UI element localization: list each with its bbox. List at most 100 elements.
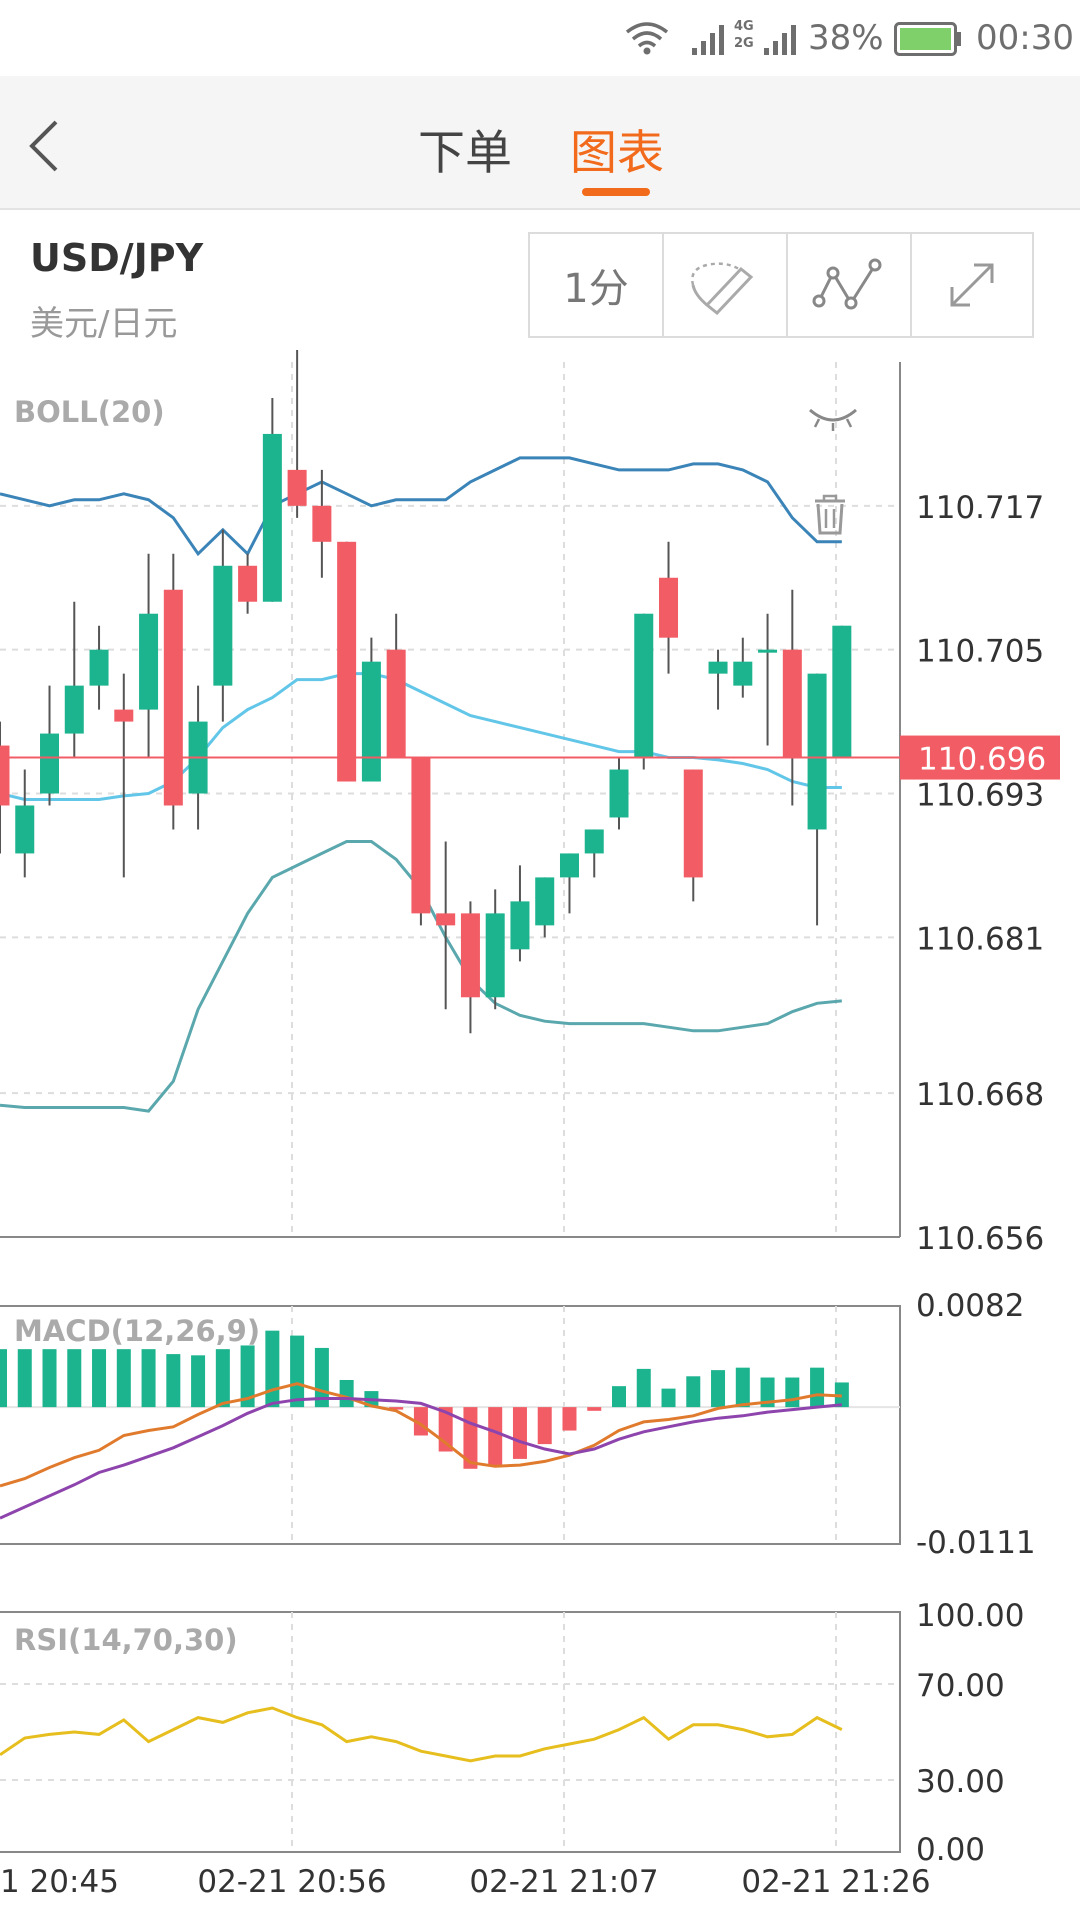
candle (40, 685, 60, 806)
macd-histogram-bar (290, 1335, 305, 1408)
candle-body (609, 769, 629, 818)
nav-bar: 下单 图表 (0, 76, 1080, 210)
signal-secondary-icon (764, 25, 796, 55)
candle (114, 673, 134, 878)
x-axis-time-label: 1 20:45 (0, 1864, 119, 1900)
candle-body (287, 469, 307, 506)
macd-histogram-bar (166, 1354, 181, 1408)
candle (361, 637, 381, 782)
candle (634, 613, 654, 770)
interval-label: 1分 (563, 266, 629, 312)
macd-dea-line (0, 1397, 842, 1520)
macd-histogram-bar (42, 1349, 57, 1408)
candle-body (139, 613, 159, 710)
macd-dif-line (0, 1382, 842, 1488)
candle (436, 841, 456, 1010)
macd-histogram-bar (661, 1388, 676, 1408)
x-axis-time-label: 02-21 21:26 (741, 1864, 930, 1900)
rsi-indicator-label: RSI(14,70,30) (14, 1623, 238, 1657)
candle-body (64, 685, 84, 734)
candle-body (733, 661, 753, 686)
rsi-y-tick-label: 100.00 (916, 1598, 1024, 1634)
interval-button[interactable]: 1分 (530, 234, 664, 336)
candle (163, 553, 183, 830)
clock: 00:30 (976, 18, 1074, 58)
tab-chart[interactable]: 图表 (570, 126, 664, 181)
candle (559, 853, 579, 914)
macd-histogram-bar (612, 1386, 626, 1408)
candle-body (758, 649, 778, 653)
candle-body (411, 757, 431, 914)
candle-body (262, 433, 282, 602)
candle-body (683, 769, 703, 878)
candle (584, 829, 604, 878)
x-axis-time-label: 02-21 21:07 (469, 1864, 658, 1900)
candle (832, 625, 852, 758)
candle (139, 553, 159, 758)
candle (460, 901, 480, 1034)
macd-histogram-bar (339, 1379, 354, 1408)
candle-body (510, 901, 530, 950)
macd-histogram-bar (389, 1407, 404, 1410)
draw-button[interactable] (664, 234, 788, 336)
rsi-line (0, 1706, 843, 1763)
rsi-y-tick-label: 70.00 (916, 1668, 1005, 1704)
candle-body (15, 805, 35, 854)
candle-body (213, 565, 233, 686)
macd-histogram-bar (711, 1370, 726, 1408)
main-y-tick-label: 110.656 (916, 1221, 1044, 1257)
fullscreen-button[interactable] (912, 234, 1032, 336)
candle-body (312, 505, 332, 542)
current-price-tag (900, 735, 1060, 780)
line-tool-icon (812, 258, 882, 310)
candle-body (659, 577, 679, 638)
candle (510, 865, 530, 962)
macd-panel-frame (0, 1305, 901, 1545)
main-y-tick-label: 110.668 (916, 1077, 1044, 1113)
macd-histogram-bar (141, 1349, 156, 1408)
status-bar: 4G 2G 38% 00:30 (0, 0, 1080, 76)
candle-body (337, 541, 357, 782)
candle (0, 721, 10, 854)
macd-histogram-bar (636, 1368, 651, 1408)
candle (758, 613, 778, 746)
candle-body (535, 877, 555, 926)
macd-histogram-bar (686, 1376, 701, 1408)
line-tool-button[interactable] (788, 234, 912, 336)
macd-histogram-bar (512, 1407, 527, 1459)
macd-histogram-bar (265, 1330, 280, 1408)
candle (535, 877, 555, 938)
network-type: 4G 2G (734, 19, 754, 51)
wifi-icon (625, 22, 669, 55)
candle-body (114, 709, 134, 722)
candle-body (163, 589, 183, 806)
candle-body (89, 649, 109, 686)
macd-histogram-bar (67, 1349, 82, 1408)
signal-icon (692, 25, 724, 55)
macd-histogram-bar (0, 1349, 7, 1408)
candle-body (386, 649, 406, 758)
macd-histogram-bar (810, 1367, 825, 1408)
candle-body (634, 613, 654, 758)
candle (337, 541, 357, 782)
tab-order[interactable]: 下单 (418, 126, 512, 181)
candle (262, 397, 282, 602)
hide-indicator-eye-icon[interactable] (806, 400, 860, 434)
candle (708, 649, 728, 710)
candle (733, 637, 753, 698)
main-y-tick-label: 110.705 (916, 634, 1044, 670)
battery-percent: 38% (808, 18, 884, 58)
candle-body (559, 853, 579, 878)
candle-body (708, 661, 728, 674)
candle-body (460, 913, 480, 998)
main-y-tick-label: 110.717 (916, 490, 1044, 526)
candle (89, 625, 109, 710)
back-arrow-icon[interactable] (26, 116, 62, 176)
delete-indicator-trash-icon[interactable] (812, 494, 848, 536)
candle-body (0, 745, 10, 806)
macd-histogram-bar (488, 1407, 503, 1467)
candle (609, 757, 629, 830)
macd-y-tick-label: -0.0111 (916, 1525, 1036, 1561)
candle-body (485, 913, 505, 998)
